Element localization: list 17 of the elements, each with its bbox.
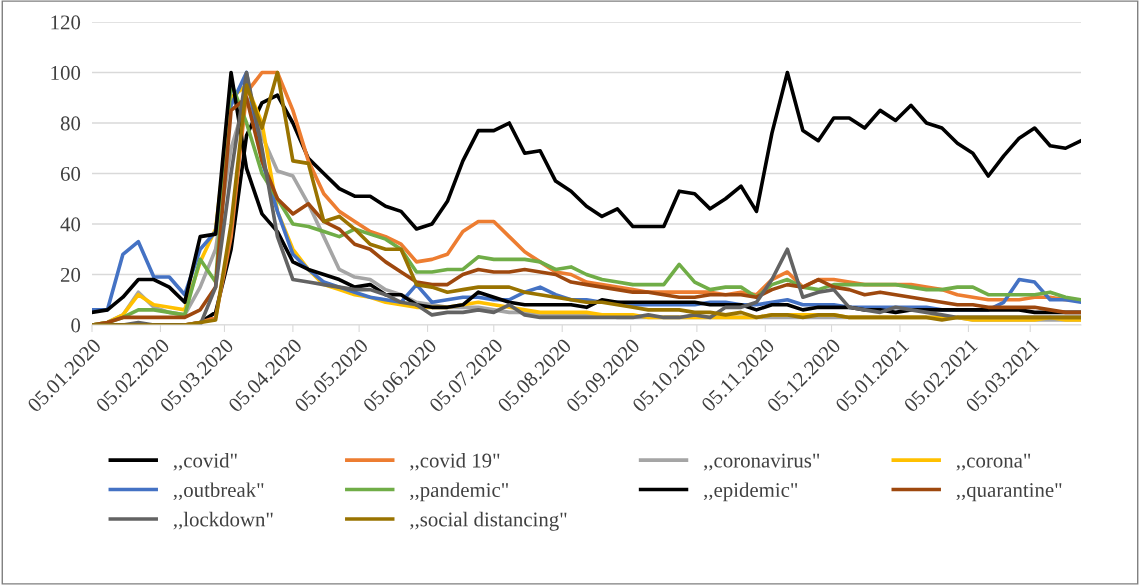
legend-label: ,,corona": [956, 453, 1031, 471]
y-tick-label: 100: [51, 65, 81, 80]
legend-label: ,,coronavirus": [703, 453, 820, 471]
legend-label: ,,epidemic": [703, 482, 798, 502]
legend-label: ,,lockdown": [173, 511, 273, 530]
y-tick-label: 60: [60, 166, 81, 181]
legend-label: ,,covid 19": [410, 452, 500, 471]
y-tick-label: 20: [60, 267, 81, 282]
y-tick-label: 0: [71, 318, 81, 333]
legend-label: ,,outbreak": [173, 482, 264, 501]
y-tick-label: 120: [51, 15, 81, 30]
legend-label: ,,covid": [173, 452, 237, 471]
legend-label: ,,pandemic": [410, 482, 508, 502]
legend-label: ,,quarantine": [956, 483, 1062, 502]
y-tick-label: 40: [60, 217, 81, 232]
legend-label: ,,social distancing": [410, 511, 567, 531]
y-tick-label: 80: [60, 116, 81, 131]
